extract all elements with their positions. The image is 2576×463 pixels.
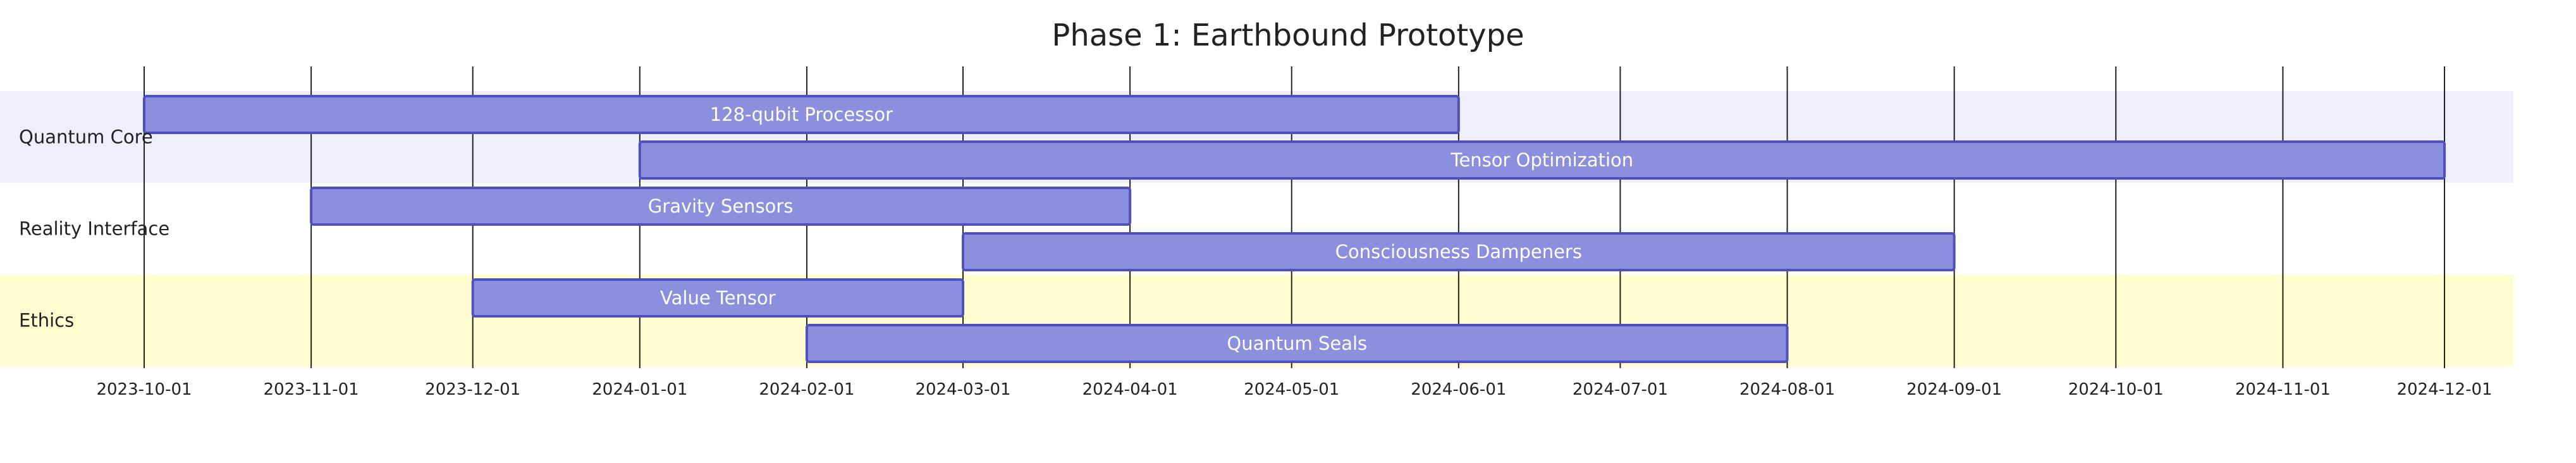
task-bar xyxy=(805,324,1789,363)
tick-label: 2024-05-01 xyxy=(1244,380,1339,399)
tick-label: 2023-11-01 xyxy=(264,380,359,399)
tick-label: 2024-04-01 xyxy=(1083,380,1178,399)
task-bar xyxy=(471,278,965,318)
tick-label: 2024-11-01 xyxy=(2235,380,2331,399)
task-label: Tensor Optimization xyxy=(1451,149,1634,171)
tick-label: 2024-10-01 xyxy=(2068,380,2164,399)
section-label: Ethics xyxy=(19,310,74,331)
task-label: Value Tensor xyxy=(660,287,776,309)
chart-title: Phase 1: Earthbound Prototype xyxy=(1052,18,1524,53)
tick-label: 2023-12-01 xyxy=(425,380,520,399)
tick-label: 2024-09-01 xyxy=(1906,380,2002,399)
task-label: 128-qubit Processor xyxy=(710,104,893,125)
tick-label: 2024-03-01 xyxy=(915,380,1010,399)
task-label: Gravity Sensors xyxy=(648,195,794,217)
section-label: Reality Interface xyxy=(19,218,169,240)
x-axis-ticks: 2023-10-01 2023-11-01 2023-12-01 2024-01-01… xyxy=(96,380,2492,399)
tick-label: 2024-02-01 xyxy=(759,380,854,399)
tick-label: 2024-12-01 xyxy=(2396,380,2492,399)
task-bars: 128-qubit Processor Tensor Optimization Gr… xyxy=(143,95,2446,363)
task-bar xyxy=(143,95,1460,134)
section-labels: Quantum Core Reality Interface Ethics xyxy=(19,127,169,331)
tick-label: 2023-10-01 xyxy=(96,380,192,399)
tick-label: 2024-08-01 xyxy=(1739,380,1835,399)
task-label: Consciousness Dampeners xyxy=(1335,241,1582,262)
task-bar xyxy=(962,232,1956,271)
tick-label: 2024-07-01 xyxy=(1573,380,1668,399)
task-bar xyxy=(310,187,1132,226)
task-bar xyxy=(638,140,2446,180)
tick-label: 2024-06-01 xyxy=(1411,380,1506,399)
tick-label: 2024-01-01 xyxy=(592,380,687,399)
section-label: Quantum Core xyxy=(19,127,153,148)
task-label: Quantum Seals xyxy=(1227,333,1367,354)
